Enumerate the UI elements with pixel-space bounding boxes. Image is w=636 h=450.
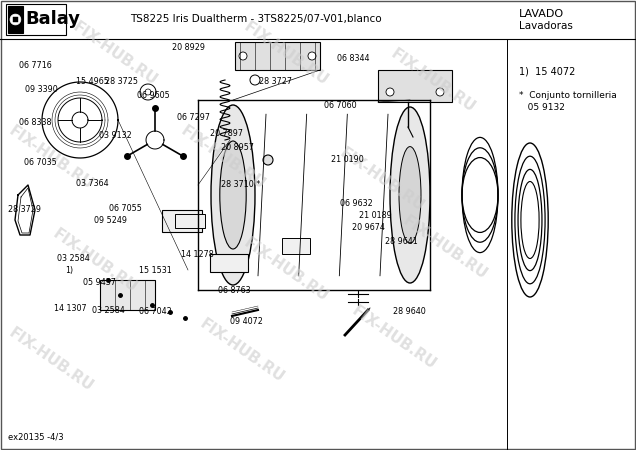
Circle shape: [250, 75, 260, 85]
Text: FIX-HUB.RU: FIX-HUB.RU: [241, 235, 331, 305]
Text: Balay: Balay: [26, 10, 81, 28]
Text: 09 4072: 09 4072: [230, 317, 263, 326]
Ellipse shape: [390, 107, 430, 283]
Bar: [6, 4, 66, 35]
Text: *  Conjunto tornilleria: * Conjunto tornilleria: [519, 91, 617, 100]
Text: 28 3727: 28 3727: [259, 76, 293, 86]
Text: 06 7060: 06 7060: [324, 101, 357, 110]
Bar: [175, 214, 205, 228]
Text: 06 7055: 06 7055: [109, 204, 142, 213]
Bar: [162, 210, 202, 232]
Text: 21 0190: 21 0190: [331, 155, 363, 164]
Circle shape: [263, 155, 273, 165]
Ellipse shape: [211, 105, 255, 285]
Text: 14 1307: 14 1307: [54, 304, 86, 313]
Text: 1): 1): [66, 266, 74, 274]
Text: 03 9132: 03 9132: [99, 130, 131, 140]
Text: FIX-HUB.RU: FIX-HUB.RU: [197, 316, 287, 386]
Text: Lavadoras: Lavadoras: [519, 21, 573, 31]
Bar: [8, 6, 23, 33]
Text: 09 3390: 09 3390: [25, 86, 58, 94]
Text: 03 2584: 03 2584: [57, 254, 90, 263]
Bar: [210, 254, 248, 272]
Text: TS8225 Iris Dualtherm - 3TS8225/07-V01,blanco: TS8225 Iris Dualtherm - 3TS8225/07-V01,b…: [130, 14, 382, 24]
Text: FIX-HUB.RU: FIX-HUB.RU: [177, 123, 268, 192]
Text: 06 9632: 06 9632: [340, 199, 373, 208]
Bar: [378, 70, 452, 102]
Ellipse shape: [399, 147, 421, 243]
Text: 05 9132: 05 9132: [519, 103, 565, 112]
Circle shape: [308, 52, 316, 60]
Text: 03 7364: 03 7364: [76, 179, 109, 188]
Ellipse shape: [220, 141, 246, 249]
Bar: [235, 42, 320, 70]
Text: 28 9641: 28 9641: [385, 237, 417, 246]
Text: FIX-HUB.RU: FIX-HUB.RU: [50, 226, 141, 296]
Bar: [13, 17, 18, 22]
Text: 1)  15 4072: 1) 15 4072: [519, 67, 576, 77]
Text: 06 8763: 06 8763: [218, 286, 250, 295]
Text: 06 9605: 06 9605: [137, 91, 169, 100]
Text: 09 5249: 09 5249: [94, 216, 127, 225]
Text: FIX-HUB.RU: FIX-HUB.RU: [241, 19, 331, 89]
Text: 03 2584: 03 2584: [92, 306, 125, 315]
Circle shape: [436, 88, 444, 96]
Circle shape: [239, 52, 247, 60]
Text: FIX-HUB.RU: FIX-HUB.RU: [6, 123, 96, 192]
Text: 20 9674: 20 9674: [352, 223, 385, 232]
Text: FIX-HUB.RU: FIX-HUB.RU: [69, 19, 160, 89]
Text: FIX-HUB.RU: FIX-HUB.RU: [387, 46, 478, 116]
Text: 06 8344: 06 8344: [337, 54, 370, 63]
Text: 21 0189: 21 0189: [359, 212, 392, 220]
Text: 05 9437: 05 9437: [83, 278, 116, 287]
Text: 28 3729: 28 3729: [8, 205, 41, 214]
Text: 15 1531: 15 1531: [139, 266, 171, 275]
Text: 20 7897: 20 7897: [210, 129, 243, 138]
Text: 06 7042: 06 7042: [139, 307, 171, 316]
Text: 28 3725: 28 3725: [105, 77, 138, 86]
Text: FIX-HUB.RU: FIX-HUB.RU: [349, 303, 439, 372]
Text: 06 7716: 06 7716: [19, 61, 52, 70]
Text: 06 8338: 06 8338: [19, 118, 52, 127]
Circle shape: [386, 88, 394, 96]
Bar: [100, 280, 155, 310]
Text: 28 3710 *: 28 3710 *: [221, 180, 261, 189]
Bar: [282, 238, 310, 254]
Text: FIX-HUB.RU: FIX-HUB.RU: [336, 145, 427, 215]
Text: FIX-HUB.RU: FIX-HUB.RU: [400, 213, 490, 282]
Text: LAVADO: LAVADO: [519, 9, 564, 19]
Text: 06 7035: 06 7035: [24, 158, 57, 167]
Text: 28 9640: 28 9640: [393, 307, 425, 316]
Text: 06 7297: 06 7297: [177, 113, 210, 122]
Text: ex20135 -4/3: ex20135 -4/3: [8, 433, 64, 442]
Text: FIX-HUB.RU: FIX-HUB.RU: [6, 325, 96, 395]
Text: 15 4965: 15 4965: [76, 76, 109, 86]
Text: 20 8957: 20 8957: [221, 143, 254, 152]
Text: 20 8929: 20 8929: [172, 43, 205, 52]
Text: 14 1278: 14 1278: [181, 250, 214, 259]
Circle shape: [10, 14, 21, 25]
